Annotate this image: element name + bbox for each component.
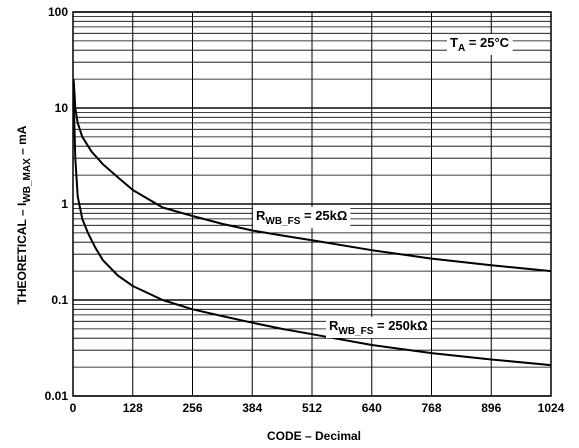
series-label-25k-bg (253, 207, 351, 228)
x-tick-label: 768 (421, 401, 441, 415)
temperature-annotation-text: TA = 25°C (450, 35, 510, 54)
temperature-annotation: TA = 25°C (447, 34, 513, 55)
x-tick-label: 512 (302, 401, 322, 415)
series-line-25k (72, 79, 552, 273)
series-label-25k-text: RWB_FS = 25kΩ (256, 208, 347, 227)
x-tick-label: 896 (481, 401, 501, 415)
x-tick-label: 0 (70, 401, 77, 415)
series-label-250k-bg (326, 317, 431, 338)
curve-labels: TA = 25°C RWB_FS = 25kΩ RWB_FS = 250kΩ (253, 34, 513, 338)
temperature-annotation-bg (447, 34, 513, 55)
x-tick-label: 128 (123, 401, 143, 415)
y-tick-label: 10 (55, 101, 69, 115)
x-tick-label: 384 (242, 401, 262, 415)
y-axis-label-suffix: – mA (15, 125, 29, 158)
y-tick-label: 1 (61, 197, 68, 211)
x-tick-label: 256 (182, 401, 202, 415)
y-axis-label: THEORETICAL – IWB_MAX – mA (15, 125, 33, 304)
x-tick-labels: 0 128 256 384 512 640 768 896 1024 (70, 401, 565, 415)
series-label-250k: RWB_FS = 250kΩ (326, 317, 431, 338)
series-label-250k-text: RWB_FS = 250kΩ (329, 318, 428, 337)
series-line-250k (72, 79, 552, 367)
y-tick-label: 100 (48, 5, 68, 19)
y-tick-label: 0.01 (45, 389, 69, 403)
y-tick-label: 0.1 (51, 293, 68, 307)
grid (72, 11, 552, 397)
y-axis-label-prefix: THEORETICAL – I (15, 203, 29, 305)
x-axis-label: CODE – Decimal (267, 429, 361, 443)
y-tick-labels: 0.01 0.1 1 10 100 (45, 5, 69, 403)
series-label-25k: RWB_FS = 25kΩ (253, 207, 351, 228)
x-tick-label: 640 (362, 401, 382, 415)
data-curves (72, 79, 552, 367)
x-tick-label: 1024 (538, 401, 565, 415)
y-axis-label-sub: WB_MAX (22, 158, 33, 203)
